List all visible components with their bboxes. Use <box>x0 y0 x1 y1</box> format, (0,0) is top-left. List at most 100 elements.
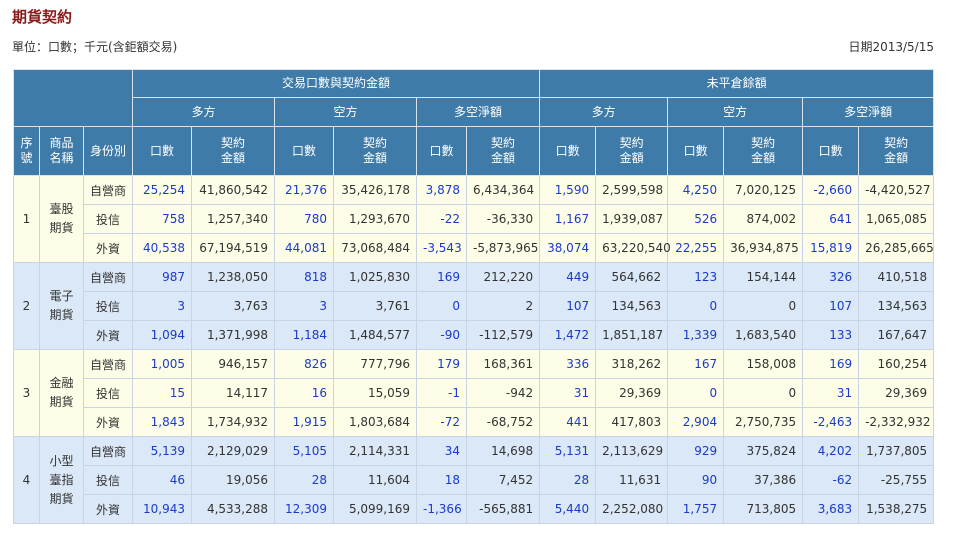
amount-cell: 19,056 <box>191 465 276 495</box>
identity-cell: 自營商 <box>82 349 134 379</box>
table-row: 投信 46 19,056 28 11,604 18 7,452 28 11,631 90 37,38… <box>14 465 935 495</box>
lots-link[interactable]: 34 <box>416 436 468 466</box>
amount-cell: 1,065,085 <box>858 204 935 234</box>
lots-link[interactable]: 526 <box>667 204 725 234</box>
lots-link[interactable]: 1,094 <box>132 320 193 350</box>
lots-link[interactable]: 987 <box>132 262 193 292</box>
amount-cell: 1,939,087 <box>595 204 669 234</box>
lots-link[interactable]: 133 <box>802 320 860 350</box>
lots-link[interactable]: -22 <box>416 204 468 234</box>
header-trade-long: 多方 <box>132 97 276 127</box>
lots-link[interactable]: 16 <box>274 378 335 408</box>
lots-link[interactable]: 1,339 <box>667 320 725 350</box>
lots-link[interactable]: 326 <box>802 262 860 292</box>
lots-link[interactable]: 167 <box>667 349 725 379</box>
product-name-cell: 臺股 期貨 <box>39 175 84 263</box>
lots-link[interactable]: 0 <box>416 291 468 321</box>
amount-cell: 1,734,932 <box>191 407 276 437</box>
identity-cell: 投信 <box>82 204 134 234</box>
lots-link[interactable]: 169 <box>416 262 468 292</box>
lots-link[interactable]: 40,538 <box>132 233 193 263</box>
lots-link[interactable]: 123 <box>667 262 725 292</box>
lots-link[interactable]: 169 <box>802 349 860 379</box>
lots-link[interactable]: 929 <box>667 436 725 466</box>
lots-link[interactable]: 336 <box>539 349 597 379</box>
identity-cell: 外資 <box>82 233 134 263</box>
lots-link[interactable]: 1,590 <box>539 175 597 205</box>
lots-link[interactable]: 25,254 <box>132 175 193 205</box>
lots-link[interactable]: 5,131 <box>539 436 597 466</box>
lots-link[interactable]: 46 <box>132 465 193 495</box>
header-contract-amount: 契約 金額 <box>723 126 804 176</box>
table-row: 外資 40,538 67,194,519 44,081 73,068,484 -3,543… <box>14 233 935 263</box>
amount-cell: 5,099,169 <box>333 494 418 524</box>
lots-link[interactable]: 12,309 <box>274 494 335 524</box>
lots-link[interactable]: 3,683 <box>802 494 860 524</box>
lots-link[interactable]: 3 <box>132 291 193 321</box>
amount-cell: -68,752 <box>466 407 541 437</box>
amount-cell: 14,698 <box>466 436 541 466</box>
lots-link[interactable]: 1,757 <box>667 494 725 524</box>
lots-link[interactable]: 818 <box>274 262 335 292</box>
lots-link[interactable]: 441 <box>539 407 597 437</box>
lots-link[interactable]: 90 <box>667 465 725 495</box>
lots-link[interactable]: 0 <box>667 291 725 321</box>
lots-link[interactable]: 107 <box>539 291 597 321</box>
lots-link[interactable]: -2,463 <box>802 407 860 437</box>
header-trade: 交易口數與契約金額 <box>132 69 541 98</box>
lots-link[interactable]: 758 <box>132 204 193 234</box>
product-group: 4 小型 臺指 期貨 自營商 5,139 2,129,029 5,105 2,114,331… <box>13 436 935 524</box>
lots-link[interactable]: 1,005 <box>132 349 193 379</box>
lots-link[interactable]: 826 <box>274 349 335 379</box>
header-corner <box>12 69 134 127</box>
lots-link[interactable]: 5,139 <box>132 436 193 466</box>
lots-link[interactable]: 5,105 <box>274 436 335 466</box>
lots-link[interactable]: 780 <box>274 204 335 234</box>
amount-cell: 0 <box>723 291 804 321</box>
amount-cell: 154,144 <box>723 262 804 292</box>
amount-cell: 0 <box>723 378 804 408</box>
lots-link[interactable]: -72 <box>416 407 468 437</box>
lots-link[interactable]: 641 <box>802 204 860 234</box>
page-title: 期貨契約 <box>12 8 73 26</box>
lots-link[interactable]: 44,081 <box>274 233 335 263</box>
lots-link[interactable]: 179 <box>416 349 468 379</box>
amount-cell: 11,631 <box>595 465 669 495</box>
lots-link[interactable]: 3 <box>274 291 335 321</box>
lots-link[interactable]: 31 <box>539 378 597 408</box>
lots-link[interactable]: -3,543 <box>416 233 468 263</box>
lots-link[interactable]: 1,184 <box>274 320 335 350</box>
lots-link[interactable]: 107 <box>802 291 860 321</box>
lots-link[interactable]: 15,819 <box>802 233 860 263</box>
lots-link[interactable]: -2,660 <box>802 175 860 205</box>
lots-link[interactable]: 3,878 <box>416 175 468 205</box>
lots-link[interactable]: 22,255 <box>667 233 725 263</box>
lots-link[interactable]: 18 <box>416 465 468 495</box>
lots-link[interactable]: 31 <box>802 378 860 408</box>
header-seq: 序 號 <box>13 126 40 176</box>
lots-link[interactable]: 1,472 <box>539 320 597 350</box>
lots-link[interactable]: -1,366 <box>416 494 468 524</box>
table-row: 3 金融 期貨 自營商 1,005 946,157 826 777,796 179 168,36… <box>13 349 935 437</box>
lots-link[interactable]: 28 <box>539 465 597 495</box>
lots-link[interactable]: 15 <box>132 378 193 408</box>
lots-link[interactable]: -62 <box>802 465 860 495</box>
lots-link[interactable]: -90 <box>416 320 468 350</box>
product-group: 1 臺股 期貨 自營商 25,254 41,860,542 21,376 35,426,17… <box>13 175 935 263</box>
amount-cell: 1,293,670 <box>333 204 418 234</box>
lots-link[interactable]: 1,167 <box>539 204 597 234</box>
lots-link[interactable]: 28 <box>274 465 335 495</box>
lots-link[interactable]: 5,440 <box>539 494 597 524</box>
lots-link[interactable]: 38,074 <box>539 233 597 263</box>
lots-link[interactable]: 0 <box>667 378 725 408</box>
identity-cell: 投信 <box>82 291 134 321</box>
lots-link[interactable]: 449 <box>539 262 597 292</box>
lots-link[interactable]: 1,915 <box>274 407 335 437</box>
lots-link[interactable]: 4,202 <box>802 436 860 466</box>
lots-link[interactable]: 4,250 <box>667 175 725 205</box>
lots-link[interactable]: 21,376 <box>274 175 335 205</box>
lots-link[interactable]: 2,904 <box>667 407 725 437</box>
lots-link[interactable]: -1 <box>416 378 468 408</box>
lots-link[interactable]: 10,943 <box>132 494 193 524</box>
lots-link[interactable]: 1,843 <box>132 407 193 437</box>
